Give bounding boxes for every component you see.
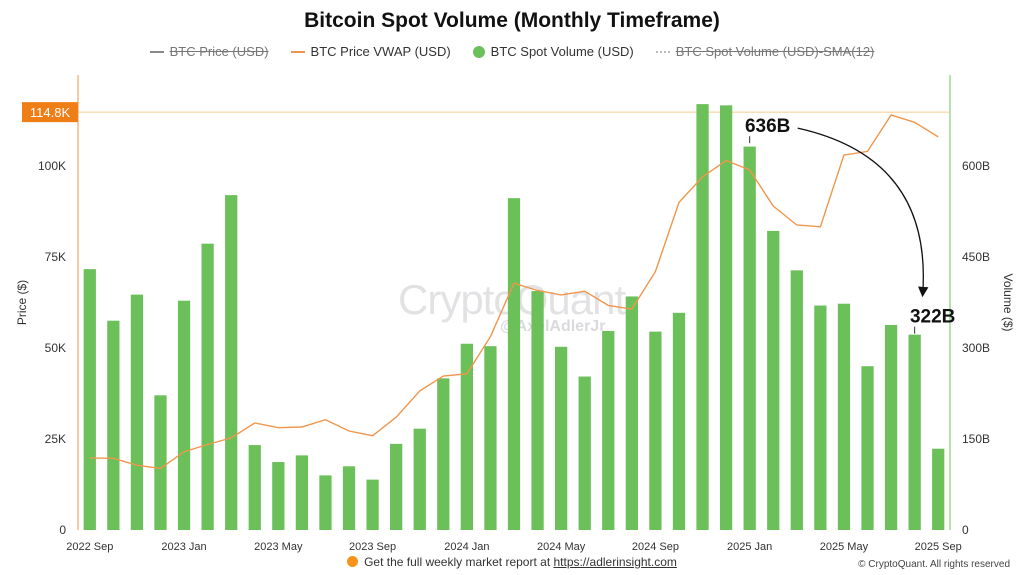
volume-bar — [177, 300, 191, 530]
volume-bar — [602, 331, 615, 530]
legend-item-spot-volume[interactable]: BTC Spot Volume (USD) — [472, 44, 634, 59]
chart-title: Bitcoin Spot Volume (Monthly Timeframe) — [304, 9, 720, 32]
volume-bar — [366, 479, 379, 530]
volume-bar — [225, 195, 238, 530]
volume-bar — [555, 346, 568, 530]
legend-label: BTC Price (USD) — [169, 44, 269, 59]
volume-bar — [342, 466, 356, 530]
legend-dot-icon — [472, 45, 485, 58]
y-right-tick-label: 300B — [962, 341, 990, 355]
footer: Get the full weekly market report at htt… — [0, 555, 1024, 569]
legend-dotted-icon — [655, 50, 670, 53]
y-left-axis-label: Price ($) — [15, 280, 29, 325]
y-left-tick-label: 25K — [45, 432, 66, 446]
volume-bar — [672, 312, 686, 530]
x-tick-label: 2022 Sep — [66, 541, 113, 553]
y-right-tick-label: 0 — [962, 523, 969, 537]
volume-bar — [625, 296, 638, 530]
volume-bar — [295, 455, 309, 530]
legend-line-icon — [290, 50, 305, 53]
x-tick-label: 2025 May — [820, 541, 869, 553]
legend-label: BTC Spot Volume (USD) — [490, 44, 634, 59]
volume-bar — [460, 343, 473, 530]
price-marker-label: 114.8K — [30, 105, 71, 120]
volume-bar — [107, 320, 120, 530]
volume-bar — [884, 324, 898, 530]
x-tick-label: 2025 Jan — [727, 541, 772, 553]
x-tick-label: 2024 Sep — [632, 541, 679, 553]
y-right-tick-label: 150B — [962, 432, 990, 446]
annotation-label: 636B — [745, 116, 790, 137]
x-tick-label: 2023 Sep — [349, 541, 396, 553]
x-tick-label: 2024 Jan — [444, 541, 489, 553]
watermark-handle: @AxelAdlerJr — [500, 318, 606, 335]
y-left-tick-label: 100K — [38, 159, 66, 173]
volume-bar — [248, 445, 261, 530]
y-left-tick-label: 50K — [45, 341, 66, 355]
legend-label: BTC Spot Volume (USD)-SMA(12) — [675, 44, 875, 59]
copyright: © CryptoQuant. All rights reserved — [858, 559, 1010, 570]
volume-bar — [154, 395, 167, 530]
x-tick-label: 2024 May — [537, 541, 586, 553]
y-right-axis-label: Volume ($) — [1001, 273, 1015, 331]
legend-item-volume-sma[interactable]: BTC Spot Volume (USD)-SMA(12) — [655, 44, 875, 59]
volume-bar — [790, 270, 803, 530]
volume-bar — [578, 376, 591, 530]
volume-bar — [413, 428, 426, 530]
volume-bar — [814, 305, 827, 530]
price-marker-badge — [22, 102, 78, 123]
volume-bar — [390, 443, 403, 530]
volume-bar — [743, 146, 756, 530]
volume-bar — [908, 334, 921, 530]
x-tick-label: 2023 May — [254, 541, 303, 553]
volume-bar — [201, 243, 214, 531]
legend-item-btc-price[interactable]: BTC Price (USD) — [149, 44, 269, 59]
annotation-arrow — [797, 127, 929, 298]
volume-bar — [861, 366, 874, 530]
volume-bar — [272, 462, 285, 530]
volume-bar — [319, 475, 332, 530]
volume-bar — [767, 230, 780, 530]
y-left-tick-label: 75K — [45, 250, 66, 264]
volume-bar — [83, 269, 96, 530]
y-right-tick-label: 600B — [962, 159, 990, 173]
footer-link[interactable]: https://adlerinsight.com — [553, 555, 677, 569]
volume-bar — [130, 294, 144, 530]
x-tick-label: 2023 Jan — [161, 541, 206, 553]
legend-label: BTC Price VWAP (USD) — [310, 44, 451, 59]
volume-bar — [484, 346, 497, 530]
y-right-tick-label: 450B — [962, 250, 990, 264]
volume-bar — [932, 448, 945, 530]
annotation-label: 322B — [910, 307, 955, 328]
volume-bar — [507, 198, 521, 531]
legend-item-vwap[interactable]: BTC Price VWAP (USD) — [290, 44, 451, 59]
bitcoin-icon — [347, 556, 359, 567]
volume-bar — [696, 104, 709, 531]
chart-legend: BTC Price (USD) BTC Price VWAP (USD) BTC… — [0, 44, 1024, 59]
x-tick-label: 2025 Sep — [915, 541, 962, 553]
vwap-line — [89, 114, 939, 470]
y-left-tick-label: 0 — [59, 523, 66, 537]
footer-text: Get the full weekly market report at — [364, 555, 551, 569]
volume-bar — [531, 290, 544, 530]
volume-bar — [437, 378, 450, 530]
volume-bar — [837, 303, 851, 530]
volume-bar — [719, 105, 733, 530]
volume-bar — [649, 331, 662, 530]
legend-line-icon — [149, 50, 164, 53]
